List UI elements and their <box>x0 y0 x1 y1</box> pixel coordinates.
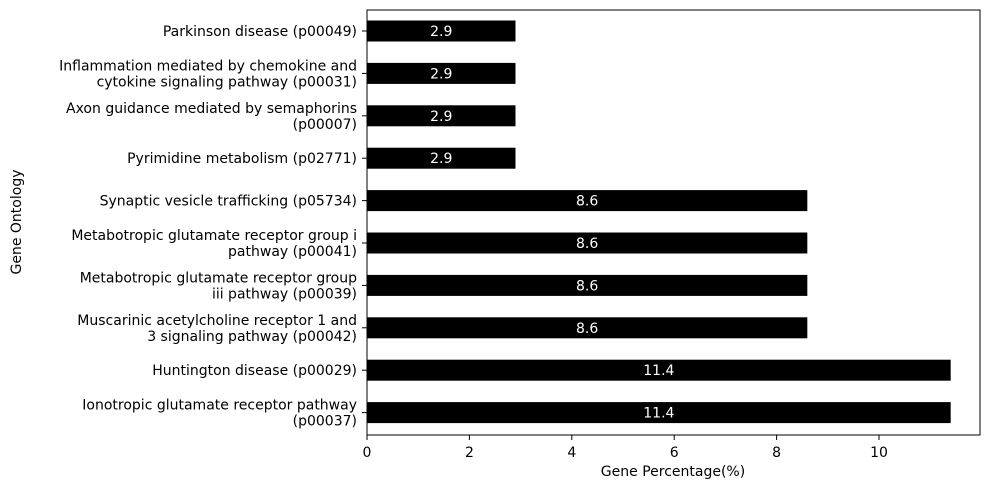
bar-value-label: 11.4 <box>643 363 674 379</box>
y-tick-label: Axon guidance mediated by semaphorins (p0… <box>66 101 357 133</box>
bar-value-label: 8.6 <box>576 321 598 337</box>
x-tick-label: 0 <box>363 445 372 461</box>
y-axis-label: Gene Ontology <box>9 170 25 275</box>
bar <box>367 232 808 254</box>
bar-value-label: 8.6 <box>576 194 598 210</box>
bar <box>367 359 951 381</box>
bar <box>367 147 516 169</box>
y-tick-label: Inflammation mediated by chemokine and cy… <box>59 58 357 90</box>
bar <box>367 105 516 127</box>
y-tick-label: Ionotropic glutamate receptor pathway (p0… <box>82 398 357 430</box>
bar <box>367 20 516 42</box>
y-tick-label: Metabotropic glutamate receptor group iii… <box>80 270 357 302</box>
bar-value-label: 2.9 <box>430 24 452 40</box>
bar-value-label: 8.6 <box>576 278 598 294</box>
x-tick-label: 2 <box>465 445 474 461</box>
bar-value-label: 2.9 <box>430 66 452 82</box>
y-tick-label: Parkinson disease (p00049) <box>163 24 357 40</box>
bar-value-label: 2.9 <box>430 151 452 167</box>
bar <box>367 317 808 339</box>
bar <box>367 62 516 84</box>
y-tick-label: Muscarinic acetylcholine receptor 1 and 3… <box>77 313 357 345</box>
x-tick-label: 6 <box>670 445 679 461</box>
bar <box>367 274 808 296</box>
x-tick-label: 4 <box>567 445 576 461</box>
x-axis-label: Gene Percentage(%) <box>601 464 745 480</box>
x-tick-label: 10 <box>870 445 888 461</box>
bar-value-label: 2.9 <box>430 109 452 125</box>
bar <box>367 190 808 212</box>
y-tick-label: Synaptic vesicle trafficking (p05734) <box>100 194 357 210</box>
bars-layer: 2.9 2.9 2.9 2.9 8.6 8.6 8.6 8.6 11.4 11.4 <box>367 20 951 424</box>
y-tick-label: Pyrimidine metabolism (p02771) <box>127 151 357 167</box>
bar <box>367 402 951 424</box>
x-tick-label: 8 <box>772 445 781 461</box>
x-axis: 0 2 4 6 8 10 <box>363 435 888 461</box>
y-axis: Parkinson disease (p00049) Inflammation m… <box>59 24 367 430</box>
y-tick-label: Huntington disease (p00029) <box>152 363 357 379</box>
bar-value-label: 8.6 <box>576 236 598 252</box>
bar-value-label: 11.4 <box>643 406 674 422</box>
